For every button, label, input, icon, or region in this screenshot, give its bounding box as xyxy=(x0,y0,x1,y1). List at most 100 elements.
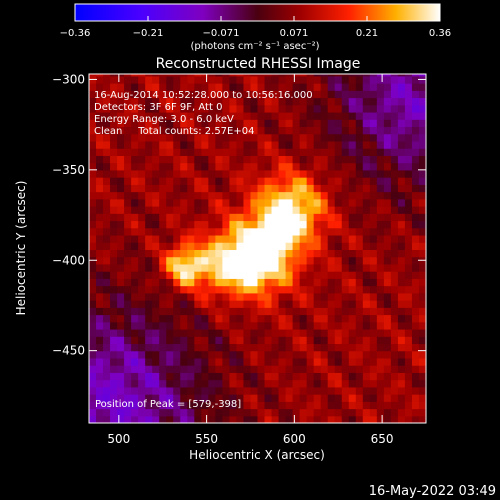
heatmap-cell xyxy=(327,162,336,171)
heatmap-cell xyxy=(243,184,252,193)
heatmap-cell xyxy=(313,321,322,330)
heatmap-cell xyxy=(271,140,280,149)
annotation-detectors: Detectors: 3F 6F 9F, Att 0 xyxy=(94,102,222,113)
heatmap-cell xyxy=(131,104,139,113)
heatmap-cell xyxy=(250,256,259,265)
heatmap-cell xyxy=(383,234,392,243)
y-tick-label: −400 xyxy=(52,253,85,267)
heatmap-cell xyxy=(369,97,378,106)
heatmap-cell xyxy=(103,307,111,316)
heatmap-cell xyxy=(278,111,287,120)
heatmap-cell xyxy=(411,213,420,222)
heatmap-cell xyxy=(124,162,132,171)
heatmap-cell xyxy=(348,177,357,185)
heatmap-cell xyxy=(327,256,336,265)
heatmap-cell xyxy=(306,75,315,84)
heatmap-cell xyxy=(299,379,308,388)
heatmap-cell xyxy=(397,408,406,417)
heatmap-cell xyxy=(383,191,392,200)
heatmap-cell xyxy=(320,321,329,330)
heatmap-cell xyxy=(166,328,174,337)
heatmap-cell xyxy=(292,256,301,265)
heatmap-cell xyxy=(404,155,413,164)
heatmap-cell xyxy=(159,74,167,77)
heatmap-cell xyxy=(404,148,413,156)
heatmap-cell xyxy=(180,401,188,410)
heatmap-cell xyxy=(327,365,336,373)
heatmap-cell xyxy=(145,256,153,265)
heatmap-cell xyxy=(313,285,322,294)
heatmap-cell xyxy=(383,220,392,229)
heatmap-cell xyxy=(327,133,336,142)
heatmap-cell xyxy=(187,415,195,423)
heatmap-cell xyxy=(334,343,343,352)
heatmap-cell xyxy=(278,415,287,423)
heatmap-cell xyxy=(369,177,378,185)
heatmap-cell xyxy=(355,401,364,410)
heatmap-cell xyxy=(166,220,174,229)
heatmap-cell xyxy=(362,379,371,388)
heatmap-cell xyxy=(222,336,231,345)
heatmap-cell xyxy=(411,242,420,250)
heatmap-cell xyxy=(369,271,378,279)
heatmap-cell xyxy=(320,148,329,156)
heatmap-cell xyxy=(271,169,280,178)
heatmap-cell xyxy=(257,126,266,135)
heatmap-cell xyxy=(103,155,111,164)
heatmap-cell xyxy=(278,155,287,164)
heatmap-cell xyxy=(334,111,343,120)
heatmap-cell xyxy=(159,285,167,294)
heatmap-cell xyxy=(299,321,308,330)
heatmap-cell xyxy=(397,307,406,316)
heatmap-cell xyxy=(299,314,308,323)
heatmap-cell xyxy=(306,220,315,229)
heatmap-cell xyxy=(138,119,146,128)
heatmap-cell xyxy=(229,263,238,272)
heatmap-cell xyxy=(194,220,202,229)
heatmap-cell xyxy=(173,357,181,366)
heatmap-cell xyxy=(145,184,153,193)
heatmap-cell xyxy=(292,365,301,373)
heatmap-cell xyxy=(236,242,245,250)
heatmap-cell xyxy=(264,300,273,308)
heatmap-cell xyxy=(334,140,343,149)
heatmap-cell xyxy=(159,140,167,149)
heatmap-cell xyxy=(264,220,273,229)
heatmap-cell xyxy=(334,83,343,91)
heatmap-cell xyxy=(292,184,301,193)
heatmap-cell xyxy=(299,336,308,345)
heatmap-cell xyxy=(124,234,132,243)
heatmap-cell xyxy=(236,155,245,164)
heatmap-cell xyxy=(208,140,216,149)
heatmap-cell xyxy=(194,328,202,337)
heatmap-cell xyxy=(110,140,118,149)
heatmap-cell xyxy=(271,386,280,395)
heatmap-cell xyxy=(376,83,385,91)
heatmap-cell xyxy=(257,242,266,250)
heatmap-cell xyxy=(397,401,406,410)
heatmap-cell xyxy=(243,307,252,316)
heatmap-cell xyxy=(390,379,399,388)
heatmap-cell xyxy=(194,343,202,352)
heatmap-cell xyxy=(152,220,160,229)
heatmap-cell xyxy=(222,75,231,84)
heatmap-cell xyxy=(243,198,252,207)
heatmap-cell xyxy=(194,140,202,149)
heatmap-cell xyxy=(243,379,252,388)
heatmap-cell xyxy=(341,271,350,279)
heatmap-cell xyxy=(173,300,181,308)
colorbar-gradient xyxy=(74,3,441,22)
heatmap-cell xyxy=(250,278,259,287)
heatmap-cell xyxy=(355,314,364,323)
heatmap-cell xyxy=(103,104,111,113)
heatmap-cell xyxy=(404,97,413,106)
heatmap-cell xyxy=(327,343,336,352)
heatmap-cell xyxy=(271,104,280,113)
heatmap-cell xyxy=(250,234,259,243)
heatmap-cell xyxy=(341,278,350,287)
heatmap-cell xyxy=(278,278,287,287)
heatmap-cell xyxy=(411,256,420,265)
heatmap-cell xyxy=(243,162,252,171)
heatmap-cell xyxy=(166,415,174,423)
heatmap-cell xyxy=(173,148,181,156)
